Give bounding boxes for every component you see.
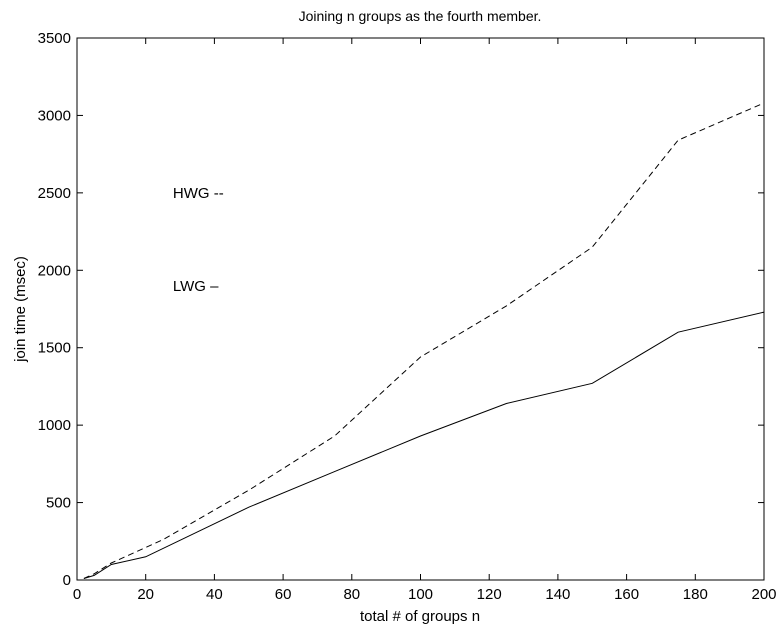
x-tick-label: 200: [751, 586, 776, 603]
x-tick-label: 140: [545, 586, 570, 603]
series-annotation: LWG –: [173, 278, 219, 295]
x-tick-label: 40: [206, 586, 223, 603]
series-annotation: HWG --: [173, 185, 224, 202]
y-tick-label: 2500: [38, 185, 71, 202]
y-tick-label: 3500: [38, 30, 71, 47]
plot-frame: [76, 37, 765, 581]
x-tick-label: 160: [614, 586, 639, 603]
axis-ticks: 0 20 40 60 80 100 120 140 160 180 2000500100015002…: [38, 30, 777, 603]
series-line-hwg: [83, 102, 765, 579]
series-line-lwg: [83, 311, 765, 579]
y-tick-label: 2000: [38, 262, 71, 279]
x-tick-label: 80: [343, 586, 360, 603]
y-tick-label: 500: [46, 495, 71, 512]
x-axis-title: total # of groups n: [360, 608, 480, 625]
series-layer: [83, 102, 765, 579]
x-tick-label: 20: [137, 586, 154, 603]
annotation-layer: HWG -- LWG –: [173, 185, 224, 295]
y-tick-label: 3000: [38, 107, 71, 124]
y-axis-title: join time (msec): [12, 256, 29, 363]
y-tick-label: 0: [63, 572, 71, 589]
x-tick-label: 180: [683, 586, 708, 603]
x-tick-label: 60: [275, 586, 292, 603]
y-tick-label: 1000: [38, 417, 71, 434]
chart-title: Joining n groups as the fourth member.: [299, 8, 542, 24]
x-tick-label: 0: [73, 586, 81, 603]
y-tick-label: 1500: [38, 340, 71, 357]
x-tick-label: 120: [477, 586, 502, 603]
x-tick-label: 100: [408, 586, 433, 603]
